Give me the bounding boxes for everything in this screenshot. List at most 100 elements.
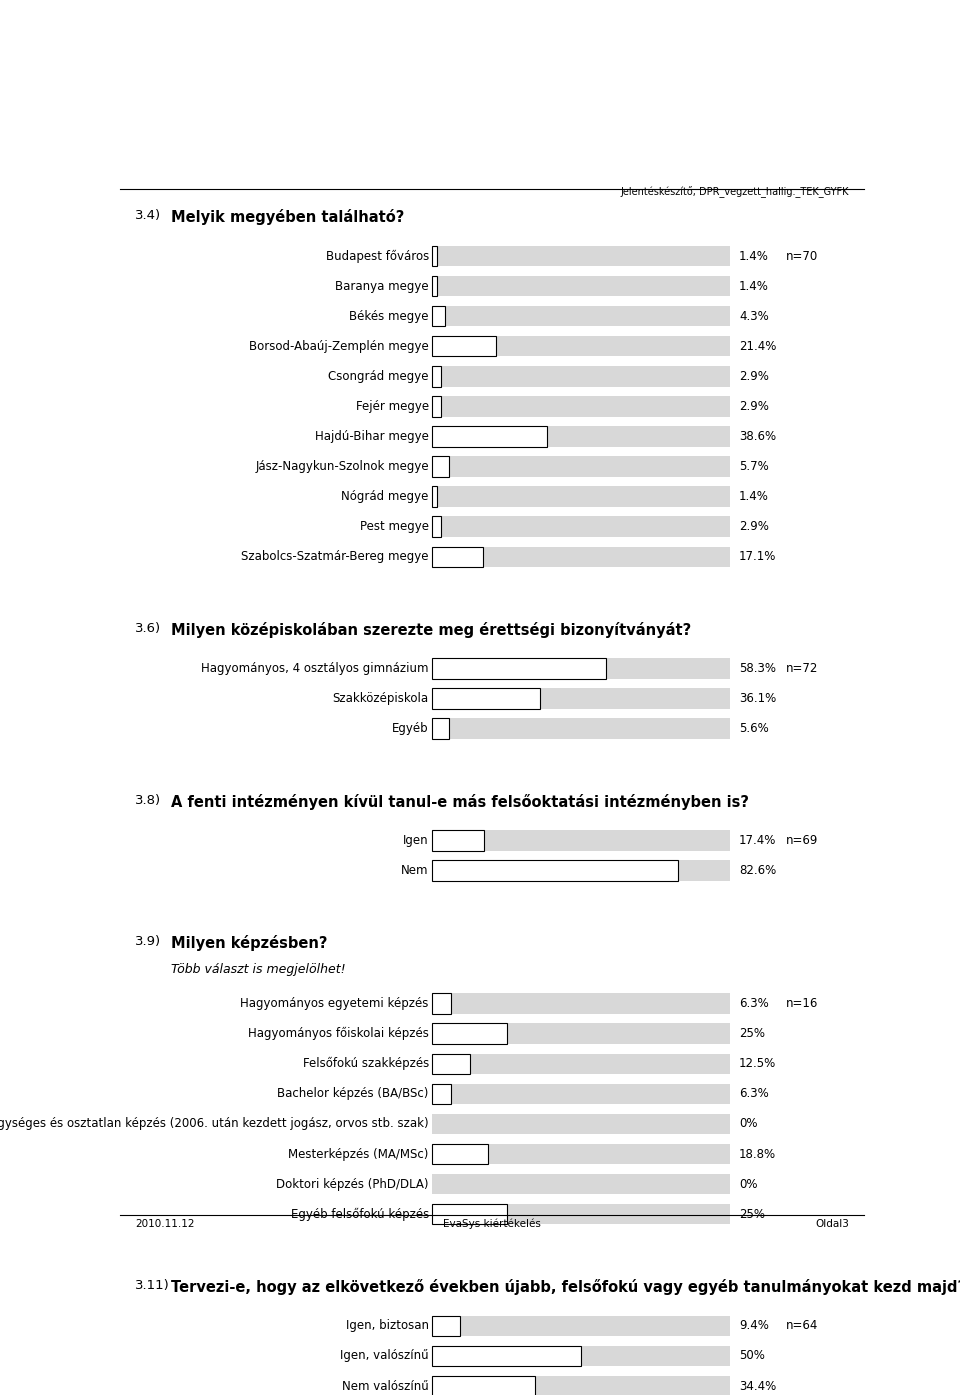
Bar	[432, 427, 730, 446]
Text: Tervezi-e, hogy az elkövetkező években újabb, felsőfokú vagy egyéb tanulmányokat: Tervezi-e, hogy az elkövetkező években ú…	[171, 1279, 960, 1295]
Text: 17.4%: 17.4%	[739, 834, 777, 847]
Bar	[432, 1173, 730, 1194]
Text: Szakközépiskola: Szakközépiskola	[332, 692, 429, 704]
Bar	[432, 1084, 730, 1103]
Text: Borsod-Abaúj-Zemplén megye: Borsod-Abaúj-Zemplén megye	[249, 340, 429, 353]
Text: Egységes és osztatlan képzés (2006. után kezdett jogász, orvos stb. szak): Egységes és osztatlan képzés (2006. után…	[0, 1117, 429, 1130]
Text: Nem valószínű: Nem valószínű	[342, 1380, 429, 1392]
Text: Melyik megyében található?: Melyik megyében található?	[171, 209, 404, 225]
Text: Bachelor képzés (BA/BSc): Bachelor képzés (BA/BSc)	[277, 1087, 429, 1101]
Bar	[432, 1346, 730, 1366]
Text: Hagyományos főiskolai képzés: Hagyományos főiskolai képzés	[248, 1027, 429, 1041]
Text: n=16: n=16	[786, 997, 818, 1010]
Text: 2.9%: 2.9%	[739, 400, 769, 413]
Text: 3.8): 3.8)	[134, 794, 161, 806]
Text: Békés megye: Békés megye	[349, 310, 429, 322]
Bar	[432, 547, 730, 566]
Bar	[432, 718, 730, 739]
Text: 21.4%: 21.4%	[739, 340, 777, 353]
Text: Pest megye: Pest megye	[360, 520, 429, 533]
Text: EvaSys kiértékelés: EvaSys kiértékelés	[444, 1218, 540, 1229]
Bar	[432, 365, 730, 386]
Text: 1.4%: 1.4%	[739, 279, 769, 293]
Bar	[432, 246, 437, 266]
Bar	[432, 365, 441, 386]
Bar	[432, 1346, 581, 1366]
Bar	[432, 1315, 730, 1336]
Text: 3.6): 3.6)	[134, 622, 161, 635]
Text: 34.4%: 34.4%	[739, 1380, 777, 1392]
Text: 2.9%: 2.9%	[739, 520, 769, 533]
Bar	[432, 688, 540, 709]
Text: Hagyományos, 4 osztályos gimnázium: Hagyományos, 4 osztályos gimnázium	[202, 663, 429, 675]
Bar	[432, 658, 730, 679]
Text: 25%: 25%	[739, 1027, 765, 1041]
Text: Mesterképzés (MA/MSc): Mesterképzés (MA/MSc)	[288, 1148, 429, 1161]
Text: Felsőfokú szakképzés: Felsőfokú szakképzés	[302, 1057, 429, 1070]
Text: Baranya megye: Baranya megye	[335, 279, 429, 293]
Text: 1.4%: 1.4%	[739, 250, 769, 262]
Bar	[432, 1113, 730, 1134]
Text: Igen: Igen	[403, 834, 429, 847]
Text: n=64: n=64	[786, 1320, 818, 1332]
Bar	[432, 1375, 730, 1395]
Bar	[432, 396, 730, 417]
Bar	[432, 1375, 535, 1395]
Text: n=70: n=70	[786, 250, 818, 262]
Bar	[432, 1204, 730, 1225]
Text: Szabolcs-Szatmár-Bereg megye: Szabolcs-Szatmár-Bereg megye	[241, 550, 429, 564]
Text: Fejér megye: Fejér megye	[355, 400, 429, 413]
Text: 0%: 0%	[739, 1177, 757, 1190]
Bar	[432, 861, 730, 880]
Bar	[432, 456, 730, 477]
Text: Doktori képzés (PhD/DLA): Doktori képzés (PhD/DLA)	[276, 1177, 429, 1190]
Bar	[432, 276, 730, 296]
Bar	[432, 396, 441, 417]
Bar	[432, 246, 730, 266]
Text: 36.1%: 36.1%	[739, 692, 777, 704]
Bar	[432, 276, 437, 296]
Text: 38.6%: 38.6%	[739, 430, 776, 444]
Text: 3.9): 3.9)	[134, 936, 161, 949]
Bar	[432, 456, 449, 477]
Bar	[432, 658, 606, 679]
Text: Igen, biztosan: Igen, biztosan	[346, 1320, 429, 1332]
Text: 0%: 0%	[739, 1117, 757, 1130]
Text: 2.9%: 2.9%	[739, 370, 769, 382]
Text: Egyéb felsőfokú képzés: Egyéb felsőfokú képzés	[291, 1208, 429, 1221]
Bar	[432, 487, 437, 506]
Bar	[432, 336, 496, 357]
Text: A fenti intézményen kívül tanul-e más felsőoktatási intézményben is?: A fenti intézményen kívül tanul-e más fe…	[171, 794, 749, 809]
Bar	[432, 830, 484, 851]
Bar	[432, 1084, 451, 1103]
Text: n=69: n=69	[786, 834, 818, 847]
Bar	[432, 861, 679, 880]
Text: Hagyományos egyetemi képzés: Hagyományos egyetemi képzés	[240, 997, 429, 1010]
Text: Budapest főváros: Budapest főváros	[325, 250, 429, 262]
Bar	[432, 1144, 489, 1165]
Bar	[432, 1144, 730, 1165]
Text: 58.3%: 58.3%	[739, 663, 776, 675]
Bar	[432, 993, 451, 1014]
Text: Több választ is megjelölhet!: Több választ is megjelölhet!	[171, 964, 346, 976]
Text: 82.6%: 82.6%	[739, 864, 777, 877]
Bar	[432, 336, 730, 357]
Bar	[432, 1315, 461, 1336]
Text: Oldal3: Oldal3	[815, 1219, 849, 1229]
Text: 6.3%: 6.3%	[739, 997, 769, 1010]
Bar	[432, 1024, 507, 1043]
Bar	[432, 1053, 730, 1074]
Text: Nem: Nem	[401, 864, 429, 877]
Text: Hajdú-Bihar megye: Hajdú-Bihar megye	[315, 430, 429, 444]
Text: 25%: 25%	[739, 1208, 765, 1221]
Bar	[432, 306, 445, 326]
Bar	[432, 516, 730, 537]
Bar	[432, 1053, 469, 1074]
Bar	[432, 547, 484, 566]
Bar	[432, 516, 441, 537]
Bar	[432, 718, 449, 739]
Bar	[432, 993, 730, 1014]
Text: 6.3%: 6.3%	[739, 1087, 769, 1101]
Text: 3.11): 3.11)	[134, 1279, 170, 1292]
Text: Jelentéskészítő, DPR_vegzett_hallig._TEK_GYFK: Jelentéskészítő, DPR_vegzett_hallig._TEK…	[620, 186, 849, 198]
